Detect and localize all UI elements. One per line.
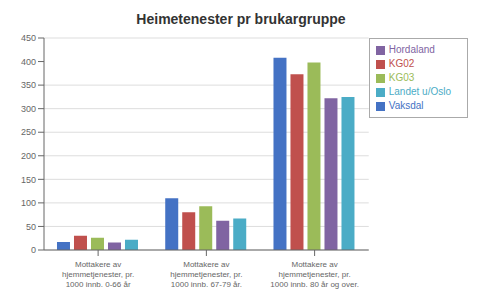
html-text:Hordaland: Hordaland xyxy=(388,44,435,55)
svg-text:250: 250 xyxy=(21,127,36,137)
svg-text:350: 350 xyxy=(21,80,36,90)
svg-text:450: 450 xyxy=(21,33,36,43)
svg-text:300: 300 xyxy=(21,104,36,114)
svg-text:50: 50 xyxy=(26,222,36,232)
svg-text:Mottakere avhjemmetjenester, p: Mottakere avhjemmetjenester, pr.1000 inn… xyxy=(62,260,134,289)
svg-text:400: 400 xyxy=(21,57,36,67)
html-text:Heimetenester pr brukargruppe: Heimetenester pr brukargruppe xyxy=(136,11,346,27)
svg-text:100: 100 xyxy=(21,198,36,208)
svg-text:Mottakere avhjemmetjenester, p: Mottakere avhjemmetjenester, pr.1000 inn… xyxy=(270,260,359,289)
html-text:Vaksdal: Vaksdal xyxy=(388,100,424,111)
svg-text:Mottakere avhjemmetjenester, p: Mottakere avhjemmetjenester, pr.1000 inn… xyxy=(170,260,242,289)
html-text:KG03: KG03 xyxy=(388,72,415,83)
html-text:KG02: KG02 xyxy=(388,58,415,69)
svg-text:0: 0 xyxy=(31,245,36,255)
svg-text:200: 200 xyxy=(21,151,36,161)
svg-text:150: 150 xyxy=(21,175,36,185)
html-text:Landet u/Oslo: Landet u/Oslo xyxy=(388,86,451,97)
